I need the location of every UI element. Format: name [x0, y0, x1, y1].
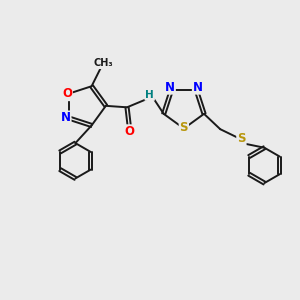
Text: O: O [124, 125, 134, 138]
Text: S: S [237, 131, 246, 145]
Text: N: N [61, 111, 70, 124]
Text: O: O [62, 87, 72, 100]
Text: N: N [165, 81, 175, 94]
Text: CH₃: CH₃ [94, 58, 113, 68]
Text: H: H [145, 90, 154, 100]
Text: N: N [193, 81, 203, 94]
Text: S: S [180, 121, 188, 134]
